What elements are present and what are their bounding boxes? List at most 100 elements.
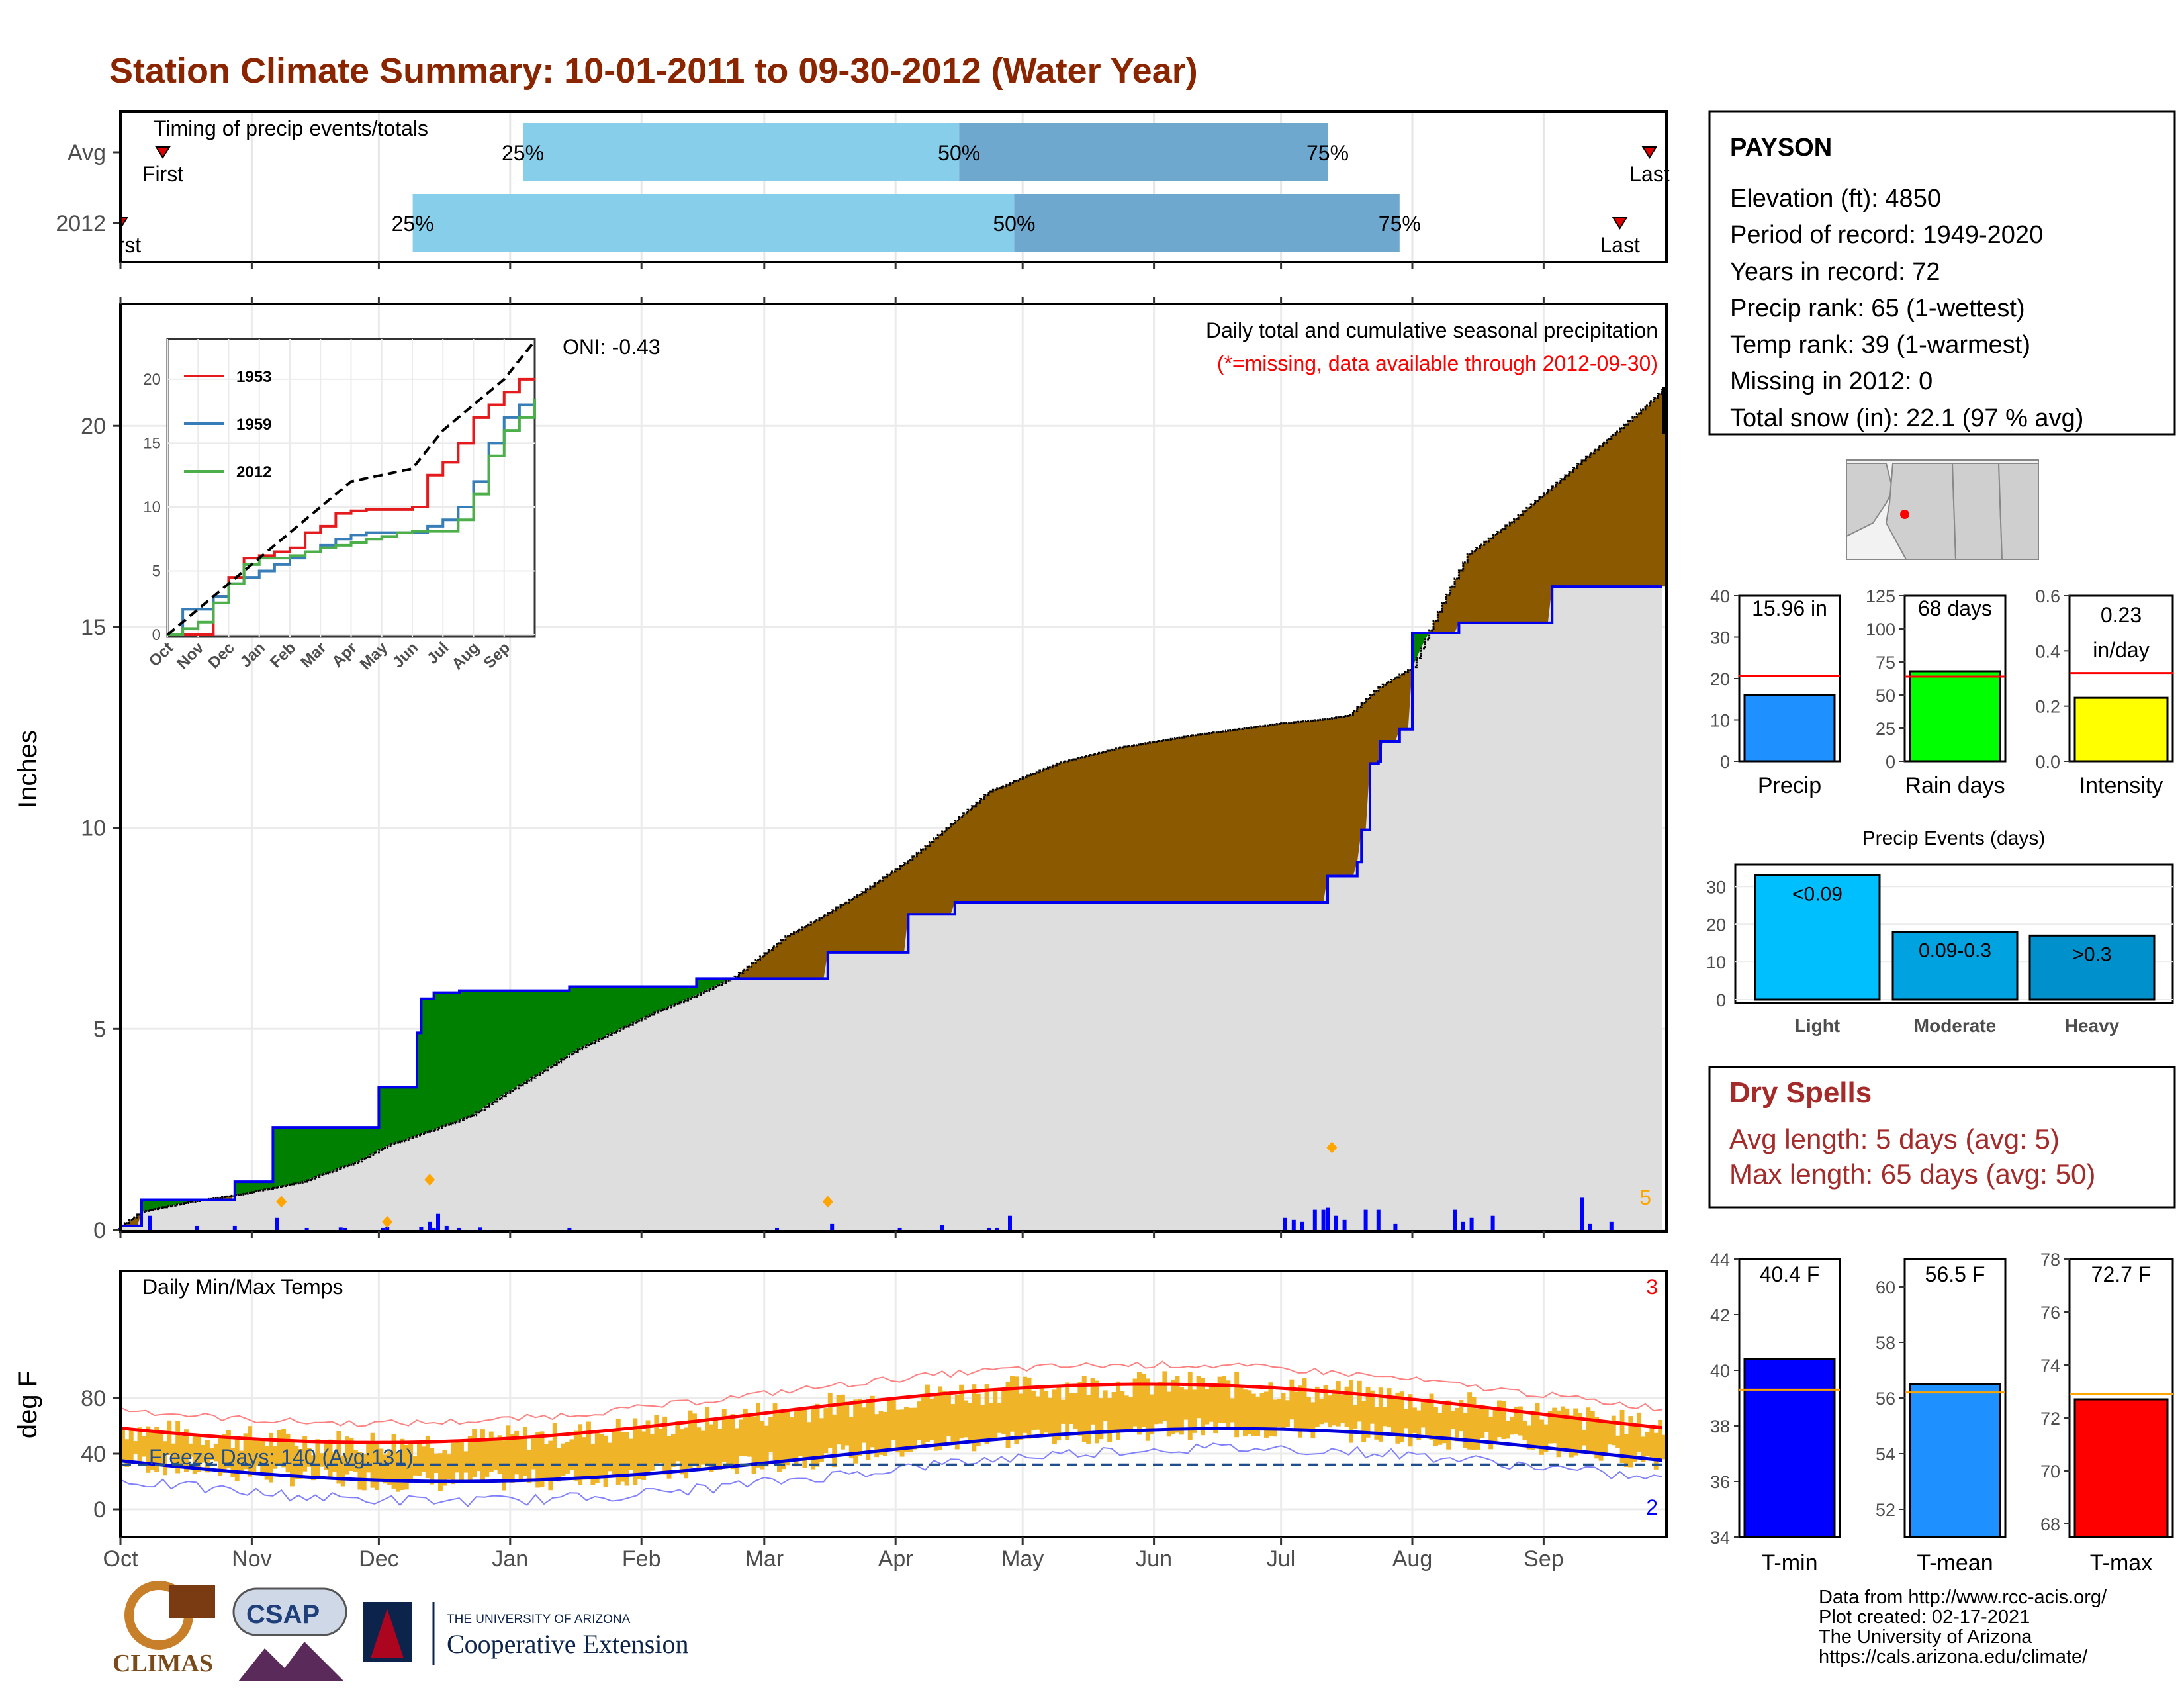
precip-surplus-area bbox=[684, 986, 689, 1001]
daily-temp-range-bar bbox=[679, 1429, 684, 1475]
daily-temp-range-bar bbox=[565, 1442, 570, 1474]
daily-precip-bar bbox=[148, 1215, 152, 1230]
precip-surplus-area bbox=[383, 1087, 388, 1148]
precip-deficit-area bbox=[1243, 728, 1248, 902]
precip-surplus-area bbox=[315, 1127, 320, 1177]
precip-deficit-area bbox=[1201, 734, 1206, 902]
daily-temp-range-bar bbox=[866, 1399, 871, 1460]
station-marker bbox=[1900, 510, 1909, 519]
timing-title: Timing of precip events/totals bbox=[154, 117, 428, 140]
precip-surplus-area bbox=[171, 1199, 176, 1206]
precip-deficit-area bbox=[1171, 739, 1176, 902]
month-label: Mar bbox=[745, 1546, 784, 1571]
month-label: Dec bbox=[359, 1546, 398, 1571]
inset-series-line bbox=[167, 398, 536, 636]
daily-temp-range-bar bbox=[264, 1446, 269, 1480]
daily-temp-range-bar bbox=[806, 1422, 811, 1460]
precip-surplus-area bbox=[179, 1199, 185, 1204]
daily-temp-range-bar bbox=[340, 1455, 345, 1487]
temp-ytick-label: 44 bbox=[1710, 1250, 1730, 1270]
precip-deficit-area bbox=[1255, 726, 1261, 902]
precip-deficit-area bbox=[1653, 397, 1659, 587]
precip-deficit-area bbox=[1531, 504, 1536, 623]
precip-ytick-label: 15 bbox=[81, 615, 106, 640]
precip-deficit-area bbox=[823, 915, 829, 979]
daily-temp-range-bar bbox=[1518, 1406, 1523, 1436]
daily-temp-range-bar bbox=[1505, 1421, 1510, 1439]
daily-temp-range-bar bbox=[819, 1418, 824, 1462]
precip-deficit-area bbox=[1594, 449, 1600, 587]
precip-deficit-area bbox=[1095, 753, 1100, 902]
month-label: Apr bbox=[878, 1546, 913, 1571]
daily-temp-range-bar bbox=[315, 1439, 320, 1479]
daily-temp-range-bar bbox=[260, 1440, 265, 1476]
daily-temp-range-bar bbox=[1099, 1398, 1104, 1440]
daily-precip-bar bbox=[1609, 1221, 1614, 1230]
precip-deficit-area bbox=[1166, 739, 1171, 902]
daily-temp-range-bar bbox=[989, 1403, 993, 1440]
daily-temp-range-bar bbox=[1023, 1376, 1028, 1433]
precip-surplus-area bbox=[624, 986, 629, 1027]
timing-bar-25-50 bbox=[412, 194, 1015, 252]
daily-temp-range-bar bbox=[1289, 1379, 1295, 1420]
daily-precip-bar bbox=[1363, 1209, 1368, 1230]
temp-bar bbox=[1743, 1358, 1836, 1538]
daily-temp-range-bar bbox=[633, 1418, 638, 1485]
daily-temp-range-bar bbox=[277, 1430, 282, 1465]
station-info-box: PAYSON Elevation (ft): 4850 Period of re… bbox=[1708, 110, 2176, 436]
daily-temp-range-bar bbox=[1285, 1400, 1290, 1427]
precip-surplus-area bbox=[163, 1199, 168, 1207]
daily-temp-range-bar bbox=[1095, 1380, 1099, 1444]
temps-panel-label: Daily Min/Max Temps bbox=[142, 1275, 343, 1299]
precip-surplus-area bbox=[370, 1127, 375, 1155]
daily-temp-range-bar bbox=[827, 1393, 833, 1448]
daily-temp-range-bar bbox=[959, 1384, 964, 1439]
month-label: May bbox=[1001, 1546, 1044, 1571]
daily-precip-bar bbox=[1453, 1209, 1457, 1230]
precip-deficit-area bbox=[798, 929, 803, 979]
daily-temp-range-bar bbox=[1323, 1385, 1328, 1423]
precip-deficit-area bbox=[857, 894, 862, 953]
daily-temp-range-bar bbox=[1116, 1381, 1120, 1440]
precip-deficit-area bbox=[1573, 467, 1578, 587]
precip-deficit-area bbox=[933, 838, 938, 915]
daily-temp-range-bar bbox=[1658, 1419, 1663, 1460]
precip-surplus-area bbox=[285, 1127, 291, 1186]
precip-deficit-area bbox=[1310, 720, 1316, 902]
precip-surplus-area bbox=[539, 990, 545, 1073]
precip-surplus-area bbox=[641, 986, 647, 1019]
precip-deficit-area bbox=[1340, 716, 1345, 876]
precip-deficit-area bbox=[1205, 733, 1210, 902]
precip-surplus-area bbox=[1412, 633, 1418, 667]
precip-surplus-area bbox=[234, 1182, 240, 1196]
daily-temp-range-bar bbox=[357, 1451, 363, 1490]
precip-surplus-area bbox=[379, 1087, 384, 1150]
daily-temp-range-bar bbox=[620, 1432, 625, 1482]
precip-deficit-area bbox=[1014, 780, 1019, 902]
precip-surplus-area bbox=[357, 1127, 363, 1162]
daily-temp-range-bar bbox=[1179, 1387, 1184, 1435]
daily-precip-bar bbox=[1008, 1215, 1012, 1230]
precip-deficit-area bbox=[1077, 758, 1083, 902]
daily-temp-range-bar bbox=[1404, 1408, 1409, 1429]
precip-surplus-area bbox=[510, 990, 515, 1091]
daily-precip-bar bbox=[1580, 1197, 1584, 1230]
daily-precip-bar bbox=[775, 1227, 779, 1230]
temp-ytick-label: 38 bbox=[1710, 1417, 1730, 1436]
precip-surplus-area bbox=[294, 1127, 299, 1184]
precip-deficit-area bbox=[1615, 431, 1621, 587]
precip-surplus-area bbox=[620, 986, 625, 1029]
daily-temp-range-bar bbox=[1577, 1412, 1582, 1451]
last-label: Last bbox=[1629, 162, 1670, 186]
precip-deficit-area bbox=[1298, 722, 1303, 902]
daily-temp-range-bar bbox=[1035, 1396, 1040, 1430]
daily-temp-range-bar bbox=[1607, 1423, 1612, 1445]
daily-temp-range-bar bbox=[1103, 1390, 1108, 1421]
precip-surplus-area bbox=[446, 992, 451, 1125]
daily-temp-range-bar bbox=[213, 1443, 218, 1462]
daily-precip-bar bbox=[428, 1221, 432, 1230]
events-title: Precip Events (days) bbox=[1862, 827, 2046, 849]
precip-deficit-area bbox=[1048, 767, 1053, 902]
daily-temp-range-bar bbox=[700, 1430, 705, 1465]
